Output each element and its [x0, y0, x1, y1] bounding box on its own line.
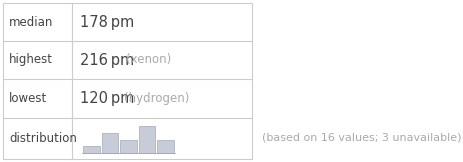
Bar: [101, 133, 118, 153]
Bar: [157, 139, 174, 153]
Text: (hydrogen): (hydrogen): [124, 92, 189, 105]
Text: lowest: lowest: [9, 92, 47, 105]
Text: 120 pm: 120 pm: [80, 91, 134, 106]
Text: median: median: [9, 16, 53, 29]
Bar: [83, 146, 100, 153]
Bar: [3, 3, 251, 159]
Text: 216 pm: 216 pm: [80, 52, 134, 68]
Text: highest: highest: [9, 53, 53, 66]
Text: (based on 16 values; 3 unavailable): (based on 16 values; 3 unavailable): [262, 132, 461, 142]
Bar: [120, 139, 137, 153]
Bar: [138, 126, 155, 153]
Text: distribution: distribution: [9, 132, 77, 145]
Text: (xenon): (xenon): [126, 53, 171, 66]
Text: 178 pm: 178 pm: [80, 15, 134, 29]
